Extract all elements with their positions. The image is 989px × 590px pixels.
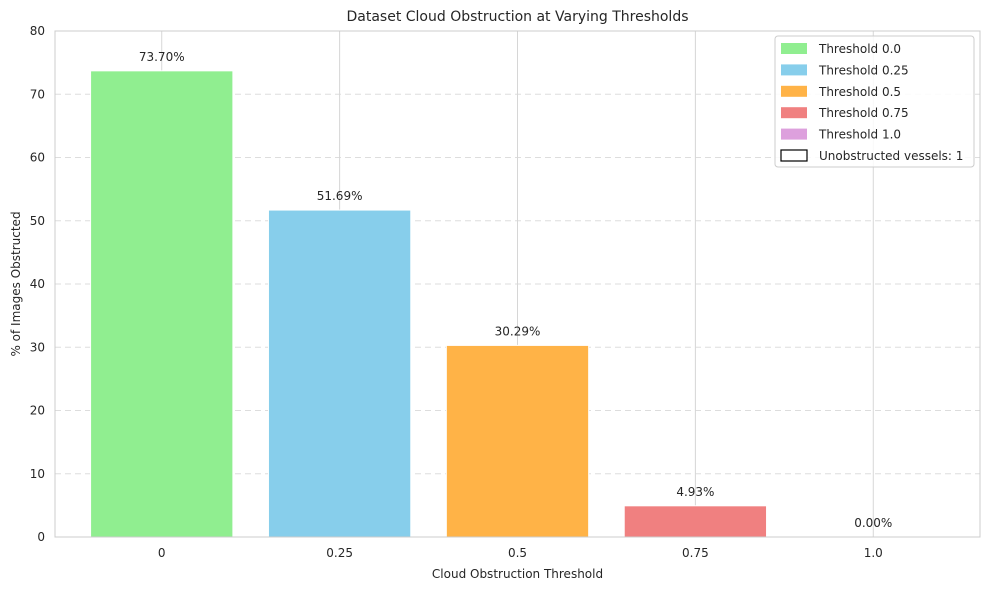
legend-swatch [781,64,807,76]
bar [623,505,768,538]
bar [267,209,412,538]
bar [90,70,234,538]
legend-swatch [781,43,807,54]
legend-entries: Threshold 0.0 Threshold 0.25 Threshold 0.5… [780,42,963,163]
data-label: 51.69% [317,189,363,203]
x-tick-label: 0.25 [326,546,353,560]
y-tick-label: 50 [30,214,45,228]
legend-label: Threshold 0.75 [818,106,909,120]
data-label: 73.70% [139,50,185,64]
legend-box [774,35,975,168]
x-tick-label: 0 [158,546,166,560]
legend: Threshold 0.0 Threshold 0.25 Threshold 0.5… [774,35,975,168]
ticks-layer: 0 10 20 30 40 50 60 70 80 0 0.25 0.5 0.75 1.0 [30,24,883,560]
y-tick-label: 30 [30,340,45,354]
data-label: 0.00% [854,516,892,530]
x-tick-label: 0.5 [508,546,527,560]
y-tick-label: 10 [30,467,45,481]
x-axis-label: Cloud Obstruction Threshold [432,567,603,581]
y-tick-label: 0 [37,530,45,544]
y-tick-label: 80 [30,24,45,38]
y-axis-label: % of Images Obstructed [9,211,23,356]
chart-title: Dataset Cloud Obstruction at Varying Thr… [346,9,688,25]
data-label: 4.93% [676,485,714,499]
legend-swatch [781,128,807,140]
legend-swatch [780,149,808,162]
legend-label: Threshold 0.0 [818,42,901,56]
legend-label: Threshold 0.5 [818,85,901,99]
data-label: 30.29% [495,324,541,338]
plot-frame [54,30,981,538]
legend-swatch [781,107,807,119]
legend-label: Unobstructed vessels: 1 [819,149,963,163]
x-tick-label: 0.75 [682,546,709,560]
x-tick-label: 1.0 [864,546,883,560]
data-labels-layer: 73.70% 51.69% 30.29% 4.93% 0.00% [139,50,892,530]
y-tick-label: 60 [30,151,45,165]
y-tick-label: 40 [30,277,45,291]
legend-swatch [781,85,807,97]
legend-label: Threshold 1.0 [818,128,901,142]
legend-label: Threshold 0.25 [818,63,909,77]
y-tick-label: 70 [30,87,45,101]
y-tick-label: 20 [30,404,45,418]
bar [445,344,590,538]
bars-layer [90,70,768,538]
